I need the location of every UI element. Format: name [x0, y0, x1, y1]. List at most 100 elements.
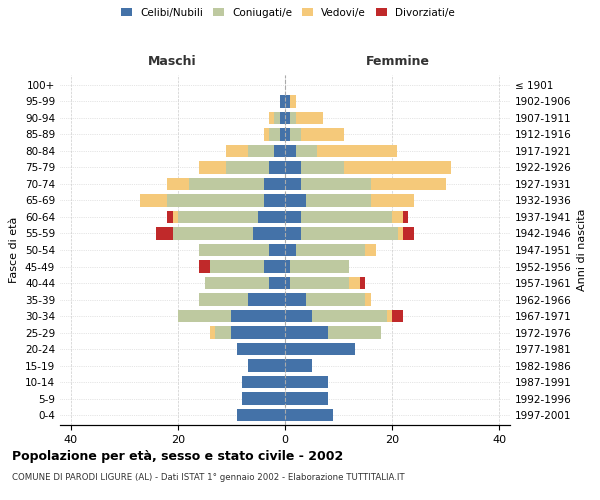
- Y-axis label: Fasce di età: Fasce di età: [10, 217, 19, 283]
- Bar: [285, 376, 328, 388]
- Bar: [360, 277, 365, 289]
- Bar: [301, 228, 398, 239]
- Bar: [167, 178, 188, 190]
- Bar: [285, 178, 301, 190]
- Bar: [274, 112, 280, 124]
- Bar: [285, 128, 290, 140]
- Y-axis label: Anni di nascita: Anni di nascita: [577, 208, 587, 291]
- Bar: [365, 294, 371, 306]
- Bar: [371, 194, 413, 206]
- Bar: [232, 326, 285, 338]
- Bar: [274, 145, 285, 157]
- Bar: [349, 277, 360, 289]
- Text: Femmine: Femmine: [365, 56, 430, 68]
- Bar: [226, 162, 269, 173]
- Bar: [280, 128, 285, 140]
- Bar: [199, 294, 248, 306]
- Bar: [226, 145, 248, 157]
- Bar: [178, 211, 258, 223]
- Bar: [285, 228, 301, 239]
- Bar: [285, 260, 290, 272]
- Bar: [285, 145, 296, 157]
- Bar: [205, 277, 269, 289]
- Bar: [140, 194, 167, 206]
- Bar: [344, 162, 451, 173]
- Bar: [328, 326, 382, 338]
- Bar: [285, 294, 307, 306]
- Bar: [173, 211, 178, 223]
- Bar: [242, 392, 285, 405]
- Legend: Celibi/Nubili, Coniugati/e, Vedovi/e, Divorziati/e: Celibi/Nubili, Coniugati/e, Vedovi/e, Di…: [121, 8, 455, 18]
- Bar: [269, 128, 280, 140]
- Bar: [157, 228, 173, 239]
- Bar: [307, 294, 365, 306]
- Bar: [263, 128, 269, 140]
- Bar: [290, 128, 301, 140]
- Bar: [296, 145, 317, 157]
- Bar: [285, 194, 307, 206]
- Bar: [285, 211, 301, 223]
- Bar: [296, 244, 365, 256]
- Bar: [263, 194, 285, 206]
- Bar: [285, 409, 333, 422]
- Text: Popolazione per età, sesso e stato civile - 2002: Popolazione per età, sesso e stato civil…: [12, 450, 343, 463]
- Bar: [232, 310, 285, 322]
- Bar: [210, 326, 215, 338]
- Bar: [285, 244, 296, 256]
- Bar: [167, 211, 173, 223]
- Bar: [199, 162, 226, 173]
- Text: COMUNE DI PARODI LIGURE (AL) - Dati ISTAT 1° gennaio 2002 - Elaborazione TUTTITA: COMUNE DI PARODI LIGURE (AL) - Dati ISTA…: [12, 472, 404, 482]
- Bar: [290, 112, 296, 124]
- Bar: [237, 409, 285, 422]
- Bar: [290, 95, 296, 108]
- Bar: [269, 277, 285, 289]
- Bar: [269, 162, 285, 173]
- Bar: [285, 360, 312, 372]
- Bar: [285, 392, 328, 405]
- Bar: [263, 260, 285, 272]
- Bar: [371, 178, 446, 190]
- Bar: [296, 112, 323, 124]
- Bar: [173, 228, 253, 239]
- Bar: [285, 310, 312, 322]
- Bar: [242, 376, 285, 388]
- Bar: [392, 211, 403, 223]
- Bar: [199, 244, 269, 256]
- Bar: [301, 162, 344, 173]
- Bar: [269, 112, 274, 124]
- Bar: [269, 244, 285, 256]
- Bar: [253, 228, 285, 239]
- Bar: [365, 244, 376, 256]
- Bar: [290, 277, 349, 289]
- Bar: [290, 260, 349, 272]
- Bar: [178, 310, 232, 322]
- Bar: [280, 95, 285, 108]
- Bar: [210, 260, 263, 272]
- Bar: [215, 326, 232, 338]
- Bar: [285, 112, 290, 124]
- Bar: [403, 228, 413, 239]
- Bar: [167, 194, 263, 206]
- Bar: [301, 178, 371, 190]
- Bar: [285, 162, 301, 173]
- Bar: [188, 178, 263, 190]
- Bar: [258, 211, 285, 223]
- Bar: [387, 310, 392, 322]
- Bar: [285, 95, 290, 108]
- Bar: [263, 178, 285, 190]
- Bar: [301, 211, 392, 223]
- Bar: [403, 211, 408, 223]
- Bar: [285, 343, 355, 355]
- Bar: [285, 277, 290, 289]
- Bar: [248, 145, 274, 157]
- Bar: [317, 145, 397, 157]
- Bar: [280, 112, 285, 124]
- Bar: [248, 360, 285, 372]
- Bar: [199, 260, 210, 272]
- Bar: [398, 228, 403, 239]
- Bar: [237, 343, 285, 355]
- Bar: [392, 310, 403, 322]
- Bar: [301, 128, 344, 140]
- Bar: [312, 310, 387, 322]
- Text: Maschi: Maschi: [148, 56, 197, 68]
